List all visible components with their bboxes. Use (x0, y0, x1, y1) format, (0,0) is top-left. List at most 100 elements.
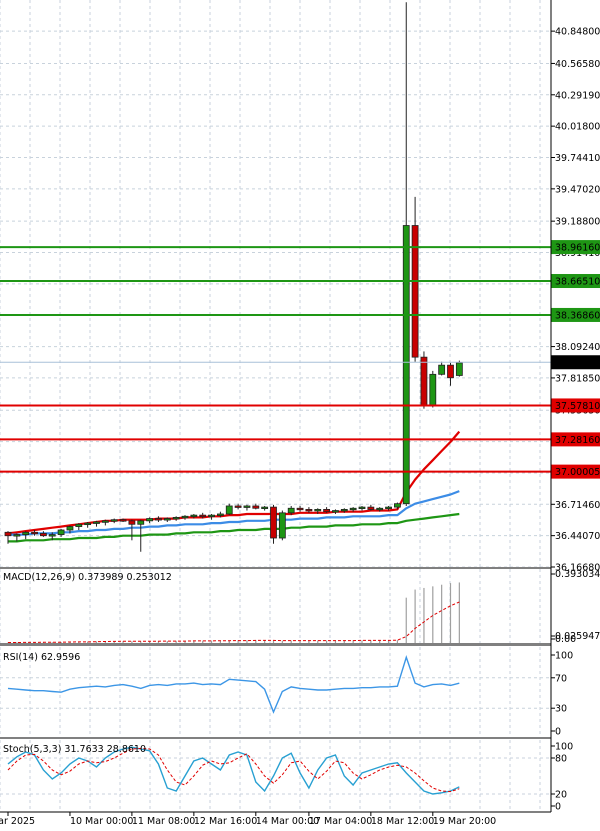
candle-body (455, 362, 463, 376)
candle-body (420, 356, 428, 406)
price-level-tag (551, 240, 600, 255)
candle (155, 516, 162, 522)
candle (22, 531, 30, 540)
macd-histogram-bar (104, 641, 106, 643)
macd-histogram-bar (255, 640, 257, 643)
candle-body (261, 506, 269, 510)
candle (57, 528, 65, 537)
macd-histogram-bar (414, 589, 416, 643)
candle-body (332, 510, 339, 513)
candle-body (40, 533, 47, 537)
price-axis-label: 38.09240 (555, 342, 600, 353)
macd-histogram-bar (449, 583, 452, 643)
candle (4, 531, 12, 544)
macd-histogram-bar (95, 641, 98, 643)
candle-body (22, 531, 30, 535)
candle-body (119, 519, 127, 522)
candle-body (376, 507, 384, 511)
candle-body (349, 507, 357, 511)
candle (225, 503, 233, 516)
stoch-axis-label: 0 (555, 802, 561, 813)
macd-title: MACD(12,26,9) 0.373989 0.253012 (3, 572, 172, 583)
price-axis-label: 40.84800 (555, 27, 600, 38)
candle (66, 525, 74, 534)
candle (243, 504, 251, 511)
candle-body (411, 225, 419, 358)
price-axis-label: 36.44070 (555, 531, 600, 542)
candle (128, 519, 136, 541)
macd-histogram-bar (184, 640, 186, 643)
candle-body (57, 529, 65, 535)
candle (75, 523, 83, 531)
candle (181, 515, 189, 520)
macd-histogram-bar (51, 642, 53, 643)
candle-body (438, 364, 446, 375)
candle (367, 504, 375, 511)
macd-histogram-bar (370, 640, 372, 643)
macd-histogram-bar (290, 640, 292, 643)
macd-axis-label: 0.025947 (555, 631, 600, 642)
macd-histogram-bar (131, 641, 133, 643)
rsi-axis-label: 0 (555, 727, 561, 738)
candle-body (93, 521, 100, 524)
candle (305, 507, 313, 513)
time-axis-label: 17 Mar 04:00 (309, 816, 372, 827)
macd-histogram-bar (87, 641, 89, 643)
macd-histogram-bar (246, 640, 248, 643)
candle-body (323, 508, 331, 513)
price-level-label: 37.28160 (555, 435, 600, 446)
candle-body (163, 518, 171, 521)
macd-histogram-bar (202, 640, 204, 643)
macd-histogram-bar (405, 597, 407, 643)
candle-body (252, 505, 260, 509)
macd-histogram-bar (122, 641, 124, 643)
candle-body (31, 531, 38, 535)
candle (234, 503, 242, 510)
macd-histogram-bar (361, 640, 363, 643)
candle (340, 508, 348, 513)
candle-body (75, 523, 83, 527)
macd-histogram-bar (334, 640, 337, 643)
candle-body (358, 506, 366, 510)
candle-body (110, 519, 118, 522)
candle-body (314, 508, 322, 512)
macd-histogram-bar (16, 642, 18, 643)
macd-histogram-bar (272, 640, 275, 643)
candle (31, 530, 38, 536)
macd-histogram-bar (228, 640, 230, 643)
candle (190, 513, 198, 519)
candle-body (287, 507, 295, 514)
candle (438, 361, 446, 376)
candle-body (393, 503, 401, 508)
candle (208, 513, 215, 520)
price-level-label: 38.96160 (555, 243, 600, 254)
candle-body (199, 514, 207, 518)
candle (385, 505, 392, 511)
candle-body (225, 505, 233, 515)
macd-histogram-bar (219, 640, 221, 643)
rsi-axis-label: 70 (555, 673, 567, 684)
macd-histogram-bar (237, 640, 239, 643)
rsi-line (7, 655, 460, 714)
candle (40, 531, 47, 537)
time-axis-label: 6 Mar 2025 (0, 816, 35, 827)
time-axis-label: 10 Mar 00:00 (70, 816, 133, 827)
macd-histogram-bar (423, 587, 425, 643)
rsi-axis-label: 100 (555, 651, 573, 662)
macd-signal-line (8, 601, 460, 643)
price-axis-label: 40.56580 (555, 59, 600, 70)
stoch-axis-label: 80 (555, 754, 567, 765)
macd-histogram-bar (308, 640, 310, 643)
price-level-tag (551, 464, 600, 479)
candle (146, 517, 154, 524)
candle (216, 511, 224, 518)
candle-body (172, 517, 180, 520)
candle-body (234, 505, 242, 508)
candle (278, 510, 286, 541)
price-level-tag (551, 307, 600, 322)
macd-histogram-bar (458, 582, 460, 643)
candle-body (385, 506, 392, 510)
macd-histogram-bar (379, 640, 381, 643)
moving-average-line (8, 512, 460, 543)
